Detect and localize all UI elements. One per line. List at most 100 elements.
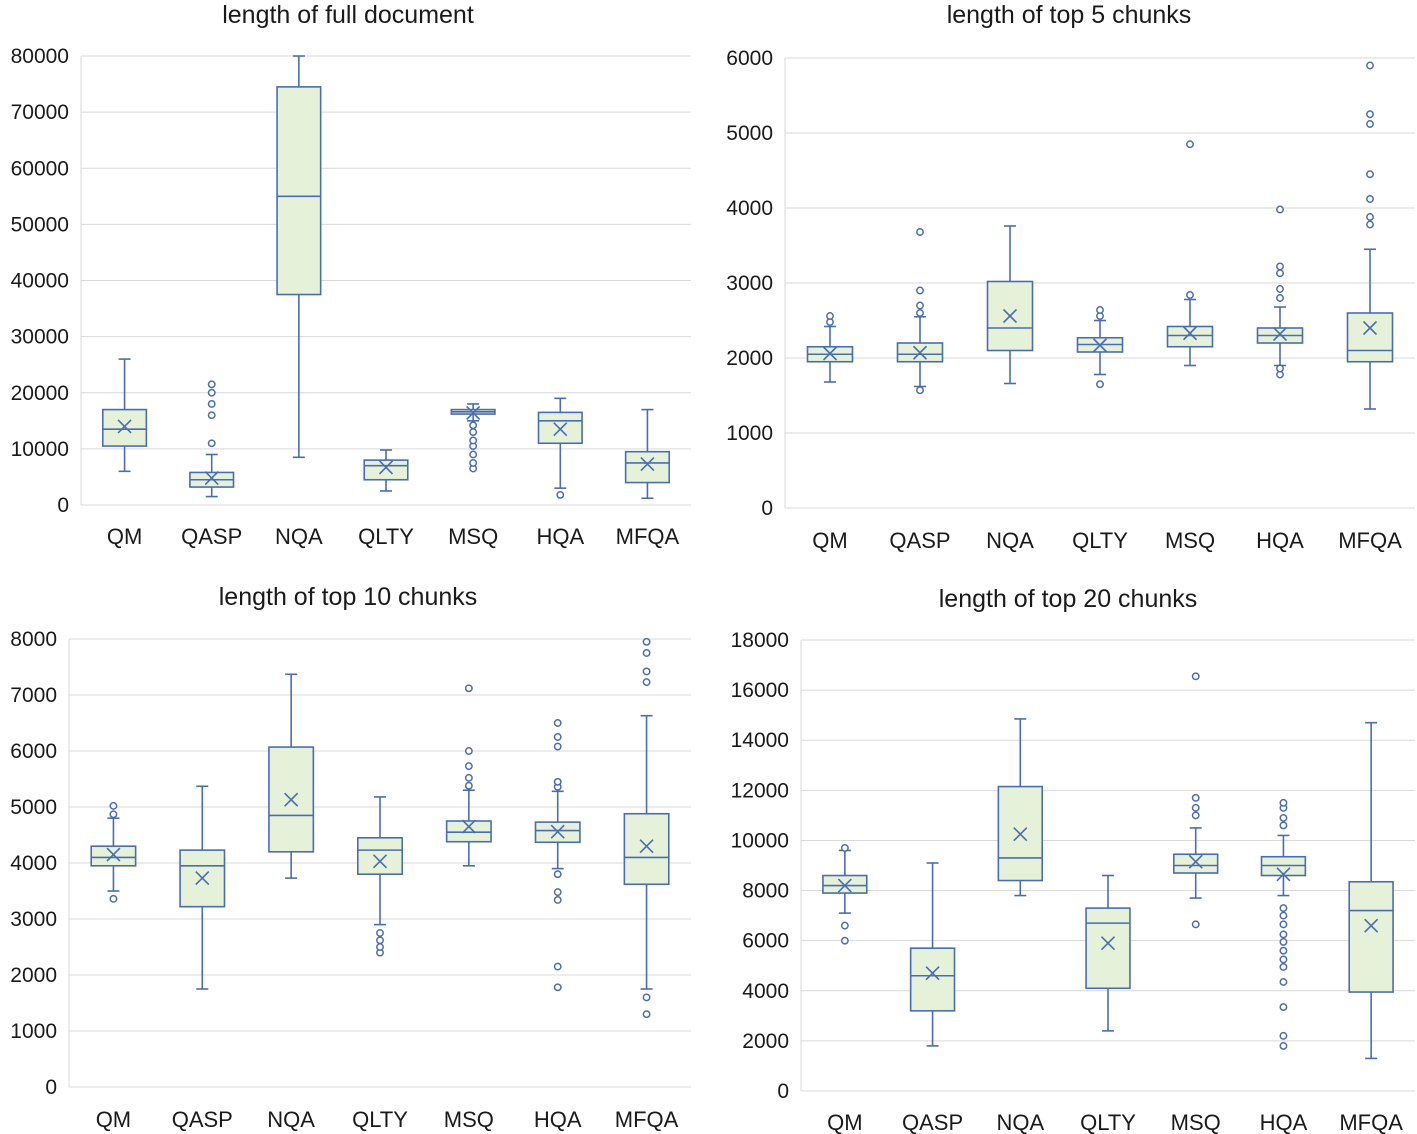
box-qasp (179, 785, 226, 990)
box-msq (450, 403, 496, 473)
y-tick-label: 1000 (10, 1020, 57, 1043)
outlier-point (1279, 798, 1288, 807)
box-msq (445, 684, 492, 867)
y-tick-label: 2000 (742, 1030, 789, 1053)
x-category-label: QM (96, 1107, 131, 1132)
outlier-point (376, 929, 384, 937)
x-category-label: MFQA (615, 1107, 679, 1132)
outlier-point (1276, 364, 1284, 373)
mean-marker (925, 966, 940, 981)
outlier-point (1276, 269, 1284, 278)
x-category-label: NQA (986, 528, 1034, 553)
outlier-point (642, 993, 651, 1002)
y-tick-label: 5000 (10, 796, 57, 819)
outlier-point (1096, 306, 1104, 314)
y-tick-label: 1000 (726, 422, 773, 445)
chart-title: length of full document (222, 1, 474, 29)
box-qm (101, 358, 148, 473)
mean-marker (1002, 308, 1018, 324)
x-category-label: QASP (902, 1110, 963, 1134)
x-category-label: MFQA (616, 524, 680, 549)
x-category-label: MSQ (1171, 1110, 1221, 1134)
x-category-label: MSQ (444, 1107, 494, 1132)
outlier-point (207, 380, 216, 389)
y-tick-label: 6000 (10, 740, 57, 763)
y-tick-label: 6000 (742, 930, 789, 953)
box-iqr (1166, 325, 1214, 348)
outlier-point (840, 936, 849, 945)
x-category-label: HQA (536, 524, 584, 549)
y-tick-label: 8000 (10, 628, 57, 651)
mean-marker (117, 419, 132, 434)
outlier-point (642, 678, 651, 687)
y-tick-label: 0 (45, 1076, 57, 1099)
mean-marker (378, 460, 394, 475)
outlier-point (1186, 140, 1194, 149)
mean-marker (553, 422, 568, 437)
outlier-point (1279, 955, 1288, 964)
plot-area: 0 1000 2000 3000 4000 5000 6000 7000 8000 QM QASP N… (10, 628, 691, 1132)
outlier-point (1279, 904, 1288, 913)
outlier-point (916, 386, 924, 395)
mean-marker (822, 346, 838, 361)
box-msq (1172, 672, 1219, 929)
mean-marker (1013, 827, 1028, 842)
outlier-point (1279, 937, 1288, 946)
mean-marker (195, 871, 210, 886)
box-qasp (909, 862, 956, 1047)
outlier-point (1366, 61, 1374, 70)
outlier-point (109, 894, 118, 903)
outlier-point (916, 309, 924, 317)
plot-area: 0 10000 20000 30000 40000 50000 60000 70000 8000… (11, 45, 691, 549)
mean-marker (466, 405, 481, 421)
y-tick-label: 3000 (726, 272, 773, 295)
chart-title: length of top 20 chunks (939, 585, 1198, 613)
x-category-label: QM (107, 524, 142, 549)
box-qasp (189, 380, 235, 498)
x-category-label: MSQ (1165, 528, 1215, 553)
box-iqr (1172, 853, 1219, 874)
outlier-point (916, 228, 924, 236)
mean-marker (204, 470, 219, 486)
mean-marker (550, 824, 565, 839)
mean-marker (639, 839, 654, 854)
x-category-label: NQA (267, 1107, 315, 1132)
outlier-point (1279, 821, 1288, 830)
box-nqa (997, 718, 1044, 897)
y-tick-label: 18000 (731, 629, 789, 652)
box-mfqa (623, 637, 670, 1019)
mean-marker (640, 456, 655, 472)
mean-marker (461, 819, 476, 834)
outlier-point (553, 742, 562, 751)
box-iqr (1348, 880, 1394, 993)
outlier-point (464, 762, 473, 771)
x-category-label: QASP (889, 528, 950, 553)
chart-top-5-chunks: length of top 5 chunks 0 1000 2000 3000 4000… (708, 0, 1417, 567)
outlier-point (207, 400, 216, 408)
outlier-point (464, 773, 473, 782)
x-category-label: MFQA (1338, 528, 1402, 553)
box-qlty (356, 796, 404, 957)
x-category-label: QLTY (358, 524, 414, 549)
chart-top-20-chunks: length of top 20 chunks 0 2000 4000 6000 800… (708, 567, 1417, 1134)
box-iqr (909, 947, 956, 1012)
box-iqr (363, 459, 409, 481)
box-qm (822, 844, 868, 945)
mean-marker (1188, 854, 1203, 869)
outlier-point (916, 286, 924, 295)
outlier-point (1191, 920, 1200, 929)
y-tick-label: 80000 (11, 45, 69, 68)
outlier-point (1279, 930, 1288, 939)
x-category-label: QM (827, 1110, 862, 1134)
outlier-point (1276, 285, 1284, 293)
mean-marker (1364, 918, 1379, 933)
box-qlty (1076, 306, 1124, 389)
outlier-point (1279, 911, 1288, 920)
x-category-label: QLTY (352, 1107, 408, 1132)
y-tick-label: 4000 (10, 852, 57, 875)
outlier-point (553, 870, 562, 879)
mean-marker (106, 847, 121, 862)
box-qm (806, 312, 854, 383)
plot-area: 0 2000 4000 6000 8000 10000 12000 14000 16000 180… (731, 629, 1415, 1134)
outlier-point (826, 312, 834, 320)
